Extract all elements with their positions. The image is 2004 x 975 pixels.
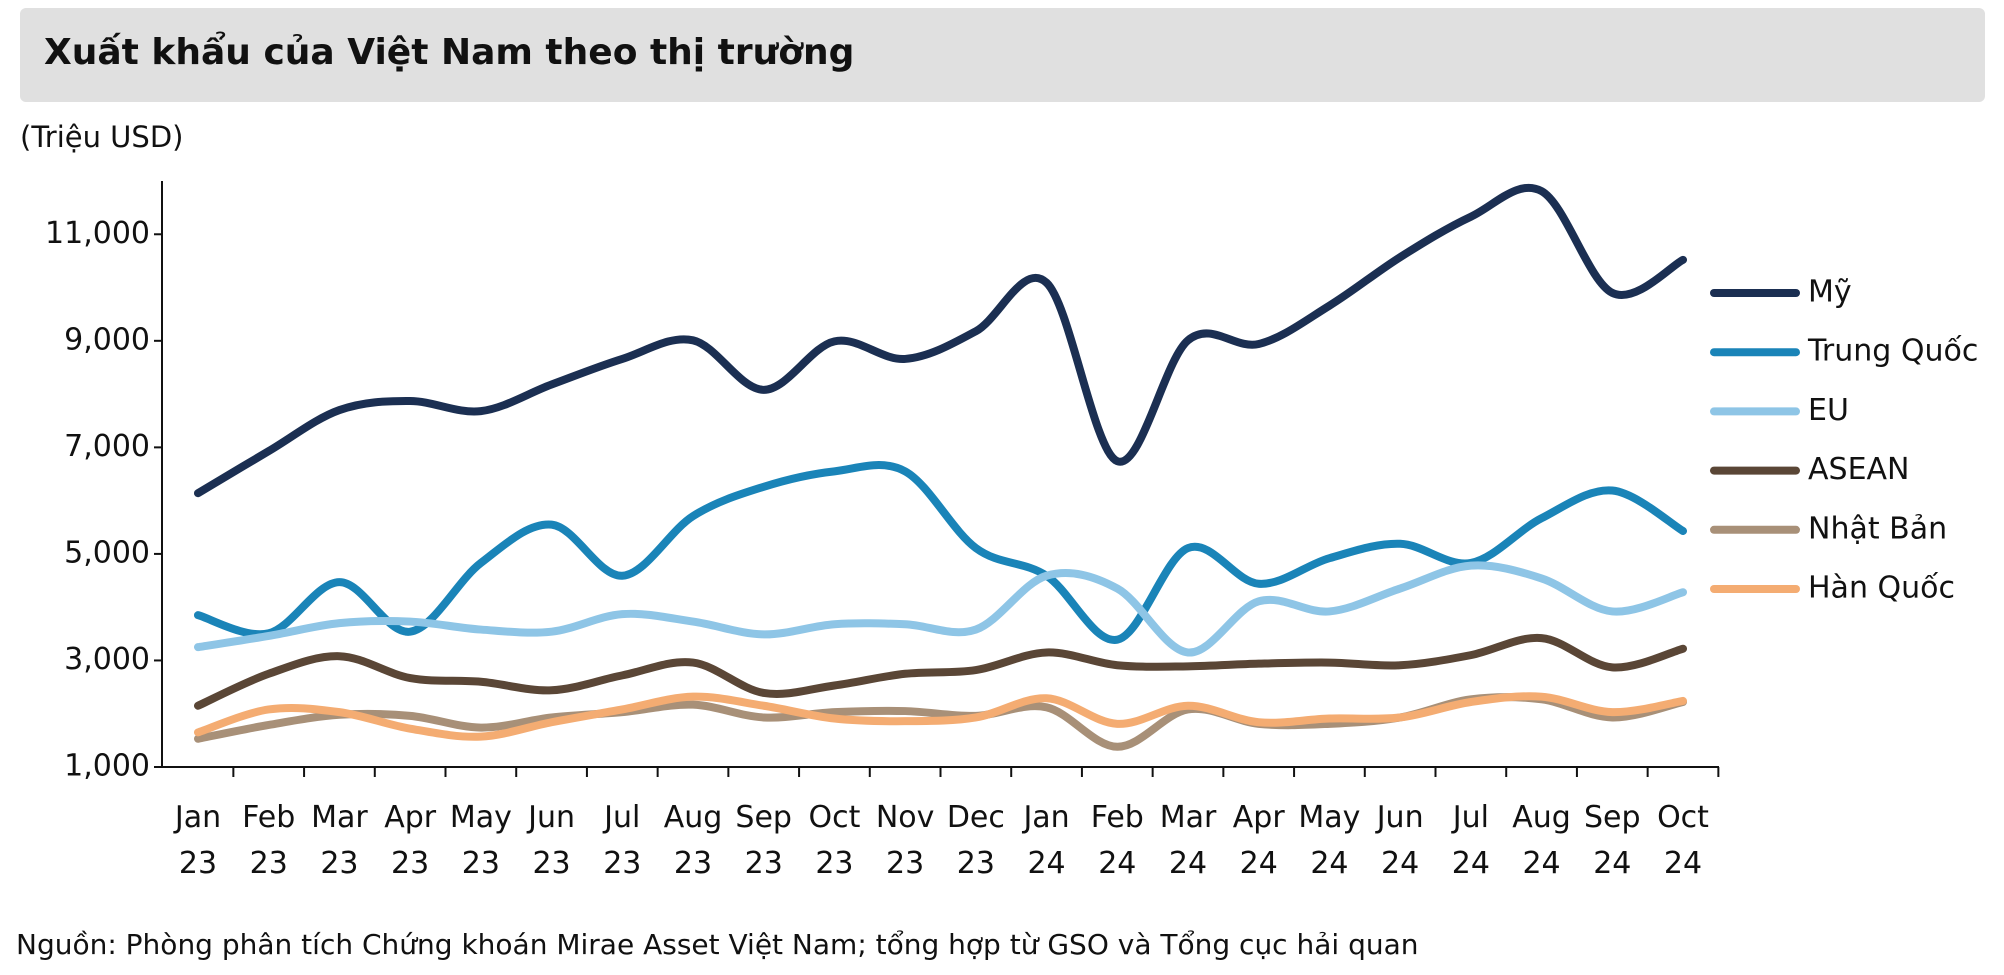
series-line (194, 633, 1687, 710)
y-tick-label: 5,000 (64, 535, 150, 570)
legend-label: Hàn Quốc (1808, 571, 1955, 606)
x-tick-label: Jul 23 (603, 800, 642, 881)
x-tick-label: Mar 24 (1159, 800, 1217, 881)
x-tick-label: Apr 23 (384, 800, 437, 881)
x-tick-label: Dec 23 (946, 800, 1005, 881)
x-tick-label: Apr 24 (1232, 800, 1285, 881)
x-tick-label: Aug 24 (1512, 800, 1571, 881)
series-line (194, 692, 1687, 741)
legend-label: Nhật Bản (1808, 511, 1947, 546)
x-tick-label: Jan 24 (1023, 800, 1070, 881)
y-tick-label: 11,000 (45, 216, 150, 251)
x-tick-label: Jun 24 (1376, 800, 1424, 881)
series-line (194, 561, 1687, 657)
x-tick-label: Sep 23 (735, 800, 792, 881)
x-tick-label: Feb 23 (242, 800, 296, 881)
x-tick-label: Mar 23 (311, 800, 368, 881)
legend-label: Mỹ (1808, 275, 1852, 310)
x-tick-label: Jul 24 (1451, 800, 1490, 881)
y-tick-label: 9,000 (64, 322, 150, 357)
series-line (194, 461, 1687, 644)
series-line (194, 183, 1687, 498)
x-tick-label: Jun 23 (528, 800, 575, 881)
x-tick-label: Jan 23 (174, 800, 222, 881)
chart-title: Xuất khẩu của Việt Nam theo thị trường (44, 32, 855, 73)
x-tick-label: Feb 24 (1090, 800, 1144, 881)
source-note: Nguồn: Phòng phân tích Chứng khoán Mirae… (16, 928, 1419, 961)
y-tick-label: 3,000 (64, 642, 150, 677)
x-tick-label: Oct 23 (808, 800, 861, 881)
legend-label: EU (1808, 393, 1849, 428)
x-tick-label: Aug 23 (663, 800, 723, 881)
x-tick-label: Sep 24 (1584, 800, 1641, 881)
y-tick-label: 1,000 (64, 749, 150, 784)
legend-label: Trung Quốc (1807, 334, 1978, 369)
y-axis-label: (Triệu USD) (20, 120, 184, 154)
title-bar (20, 8, 1985, 102)
x-tick-label: Nov 23 (875, 800, 935, 881)
y-tick-label: 7,000 (64, 429, 150, 464)
x-tick-label: May 23 (449, 800, 512, 881)
x-tick-label: May 24 (1298, 800, 1361, 881)
legend-label: ASEAN (1808, 452, 1909, 487)
x-tick-label: Oct 24 (1657, 800, 1709, 881)
